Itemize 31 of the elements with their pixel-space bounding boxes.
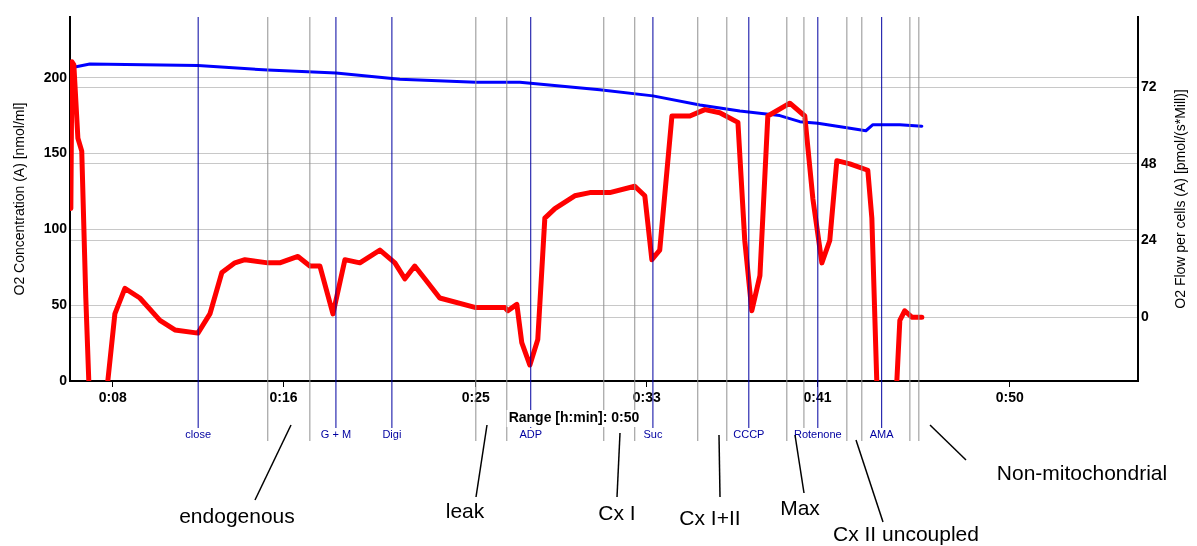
ref-line-label: G + M	[320, 428, 352, 441]
y2-tick-label: 24	[1141, 231, 1157, 248]
text: leak	[445, 499, 485, 522]
x-tick-label: 0:08	[98, 389, 127, 406]
y2-axis-title: O2 Flow per cells (A) [pmol/(s*Mill)]	[1171, 89, 1188, 309]
y2-tick-label: 72	[1141, 78, 1157, 95]
y2-tick-label: 48	[1141, 154, 1157, 171]
y-tick-label: 200	[43, 68, 68, 85]
ref-line-label: close	[185, 428, 211, 441]
ref-line-label: CCCP	[733, 428, 765, 441]
y-tick-label: 150	[43, 144, 68, 161]
text: Cx II uncoupled	[833, 522, 979, 545]
ref-line-label: ADP	[519, 428, 543, 441]
ref-line-label: Digi	[382, 428, 402, 441]
text: Cx I	[598, 501, 636, 524]
x-tick-label: 0:50	[995, 389, 1025, 406]
y2-tick-label: 0	[1141, 308, 1149, 324]
y-tick-label: 0	[59, 371, 68, 388]
y-axis-title: O2 Concentration (A) [nmol/ml]	[10, 102, 27, 296]
ref-line-label: Rotenone	[793, 428, 842, 441]
text: Cx I+II	[679, 506, 741, 529]
x-axis-title: Range [h:min]: 0:50	[508, 408, 640, 425]
text: endogenous	[179, 504, 295, 527]
y-tick-label: 50	[51, 296, 68, 313]
ref-line-label: AMA	[869, 428, 895, 441]
x-tick-label: 0:25	[461, 389, 491, 406]
text: Max	[780, 496, 821, 519]
text: Non-mitochondrial	[996, 461, 1168, 484]
x-tick-label: 0:16	[269, 389, 298, 406]
ref-line-label: Suc	[643, 428, 663, 441]
y-tick-label: 100	[43, 220, 68, 237]
